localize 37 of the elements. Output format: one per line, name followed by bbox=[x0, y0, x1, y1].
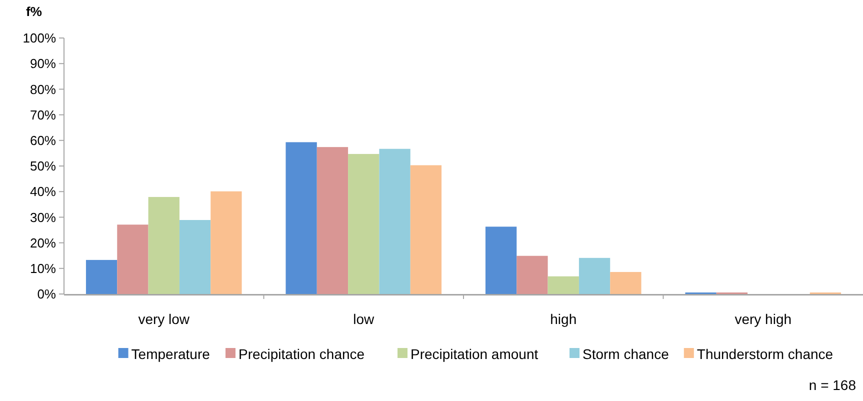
y-tick-label: 90% bbox=[30, 56, 56, 72]
legend-label: Storm chance bbox=[582, 346, 670, 362]
y-tick-label: 70% bbox=[30, 107, 56, 122]
bar bbox=[548, 276, 579, 294]
x-tick-label: very high bbox=[734, 311, 792, 327]
x-tick-label: low bbox=[353, 311, 376, 327]
legend-label: Precipitation chance bbox=[238, 346, 365, 362]
bar bbox=[148, 196, 180, 294]
bar bbox=[610, 272, 642, 294]
x-tick-label: high bbox=[550, 311, 577, 327]
bar bbox=[410, 165, 442, 294]
y-tick-label: 80% bbox=[30, 82, 56, 97]
legend-label: Thunderstorm chance bbox=[696, 346, 834, 362]
bar bbox=[117, 224, 148, 294]
x-tick-label: very low bbox=[138, 311, 190, 327]
text: n = 168 bbox=[808, 377, 856, 393]
y-tick-label: 0% bbox=[37, 286, 56, 302]
bar bbox=[348, 154, 380, 294]
y-axis-title: f% bbox=[26, 4, 42, 19]
bar bbox=[379, 148, 410, 294]
bar bbox=[210, 191, 242, 294]
bar bbox=[86, 260, 118, 294]
y-tick-label: 10% bbox=[30, 260, 56, 276]
y-tick-label: 20% bbox=[30, 235, 56, 250]
bar bbox=[179, 220, 211, 294]
bar bbox=[485, 226, 517, 294]
bar bbox=[316, 147, 348, 294]
y-tick-label: 100% bbox=[22, 30, 56, 46]
y-tick-label: 40% bbox=[30, 184, 56, 200]
y-tick-label: 50% bbox=[30, 158, 56, 174]
legend-label: Precipitation amount bbox=[410, 346, 538, 362]
bar bbox=[578, 258, 610, 294]
y-tick-label: 30% bbox=[30, 210, 56, 225]
legend-label: Temperature bbox=[131, 346, 210, 362]
bar bbox=[286, 142, 317, 294]
y-tick-label: 60% bbox=[30, 132, 56, 148]
bar bbox=[516, 256, 548, 294]
